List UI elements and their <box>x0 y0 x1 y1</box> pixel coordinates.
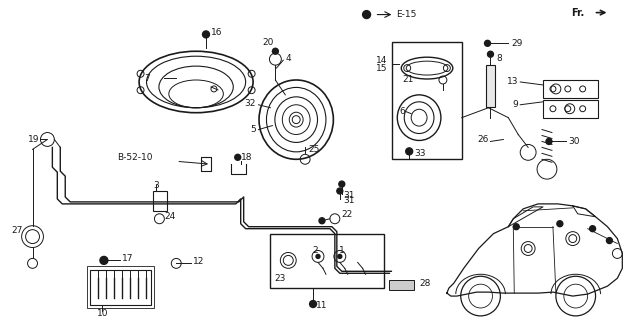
Bar <box>486 65 496 107</box>
Text: 17: 17 <box>122 254 133 263</box>
Text: 16: 16 <box>211 28 223 37</box>
Circle shape <box>337 188 343 194</box>
Bar <box>389 280 414 290</box>
Text: 20: 20 <box>263 38 274 47</box>
Text: 27: 27 <box>11 226 22 235</box>
Bar <box>154 191 167 211</box>
Text: 33: 33 <box>414 149 426 158</box>
Circle shape <box>484 40 491 46</box>
Bar <box>87 266 154 308</box>
Bar <box>543 100 598 118</box>
Circle shape <box>607 237 612 244</box>
Text: 23: 23 <box>274 274 286 283</box>
Bar <box>271 234 385 288</box>
Circle shape <box>514 224 519 230</box>
Text: 31: 31 <box>344 191 355 200</box>
Text: 5: 5 <box>250 125 256 134</box>
Text: Fr.: Fr. <box>571 8 584 18</box>
Circle shape <box>100 256 108 264</box>
Circle shape <box>487 51 493 57</box>
Text: 18: 18 <box>241 153 252 162</box>
Text: 30: 30 <box>568 137 579 146</box>
Bar <box>543 80 598 98</box>
Text: E-15: E-15 <box>396 10 417 19</box>
Circle shape <box>235 154 241 160</box>
Circle shape <box>406 148 413 155</box>
Circle shape <box>590 226 595 232</box>
Text: 32: 32 <box>244 99 256 108</box>
Text: 21: 21 <box>403 76 413 84</box>
Text: 13: 13 <box>507 77 518 86</box>
Circle shape <box>309 300 316 308</box>
Text: 9: 9 <box>512 100 518 109</box>
Circle shape <box>316 254 320 259</box>
Text: 24: 24 <box>165 212 175 221</box>
Circle shape <box>557 221 563 227</box>
Text: 31: 31 <box>343 196 354 205</box>
Text: 8: 8 <box>496 54 502 63</box>
Text: 1: 1 <box>339 246 345 255</box>
Text: 7: 7 <box>144 74 149 83</box>
Circle shape <box>272 48 278 54</box>
Circle shape <box>338 254 342 259</box>
Text: 12: 12 <box>193 257 205 266</box>
Text: 25: 25 <box>308 145 320 154</box>
Text: 10: 10 <box>97 309 108 318</box>
Text: 28: 28 <box>419 279 431 288</box>
Text: 14: 14 <box>376 56 387 65</box>
Circle shape <box>546 139 552 144</box>
Text: 11: 11 <box>316 301 327 310</box>
Text: 15: 15 <box>376 64 387 73</box>
Circle shape <box>339 181 345 187</box>
Text: 3: 3 <box>154 180 160 189</box>
Text: 4: 4 <box>285 54 291 63</box>
Bar <box>90 270 151 305</box>
Text: 29: 29 <box>511 39 523 48</box>
Bar <box>392 42 462 159</box>
Text: 2: 2 <box>312 246 318 255</box>
Text: 22: 22 <box>342 210 353 219</box>
Text: B-52-10: B-52-10 <box>117 153 152 162</box>
Text: 19: 19 <box>27 135 39 144</box>
Text: 6: 6 <box>399 107 405 116</box>
Text: 26: 26 <box>477 135 489 144</box>
Circle shape <box>362 11 371 19</box>
Circle shape <box>202 31 209 38</box>
Circle shape <box>319 218 325 224</box>
